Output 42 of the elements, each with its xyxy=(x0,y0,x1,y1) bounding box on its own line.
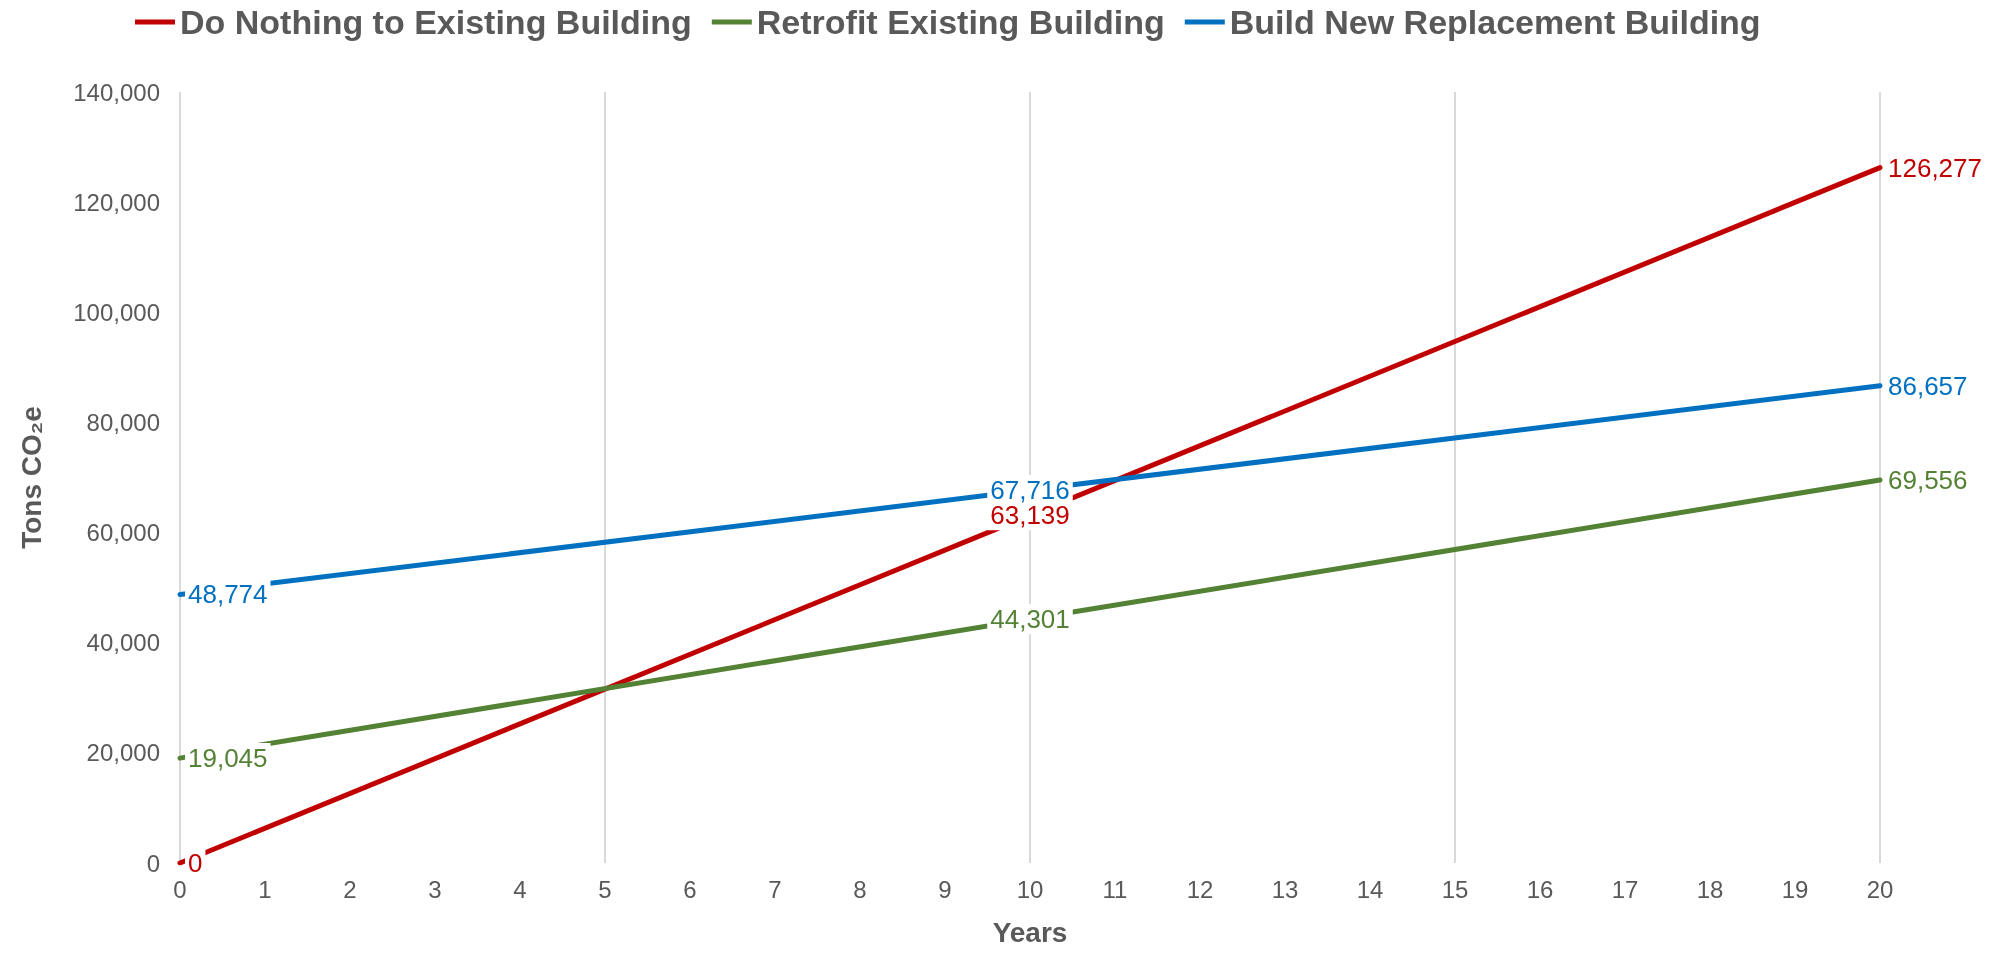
x-tick-label: 7 xyxy=(768,875,782,903)
x-tick-label: 8 xyxy=(853,875,867,903)
data-label: 126,277 xyxy=(1888,152,1982,183)
x-tick-label: 4 xyxy=(513,875,527,903)
x-axis-title: Years xyxy=(992,916,1068,948)
y-tick-label: 60,000 xyxy=(86,519,160,547)
x-tick-label: 14 xyxy=(1356,875,1384,903)
y-tick-label: 140,000 xyxy=(73,78,160,106)
x-tick-label: 2 xyxy=(343,875,357,903)
y-tick-label: 80,000 xyxy=(86,408,160,436)
x-tick-label: 19 xyxy=(1781,875,1809,903)
x-tick-label: 18 xyxy=(1696,875,1724,903)
x-tick-label: 13 xyxy=(1271,875,1299,903)
x-tick-label: 9 xyxy=(938,875,952,903)
legend-label: Build New Replacement Building xyxy=(1229,3,1761,41)
x-tick-label: 17 xyxy=(1611,875,1639,903)
x-tick-label: 3 xyxy=(428,875,442,903)
data-label: 67,716 xyxy=(990,475,1070,506)
data-label: 48,774 xyxy=(188,579,268,610)
legend-label: Do Nothing to Existing Building xyxy=(180,3,692,41)
data-label: 19,045 xyxy=(188,743,268,774)
y-tick-label: 20,000 xyxy=(86,739,160,767)
x-tick-label: 6 xyxy=(683,875,697,903)
y-tick-label: 120,000 xyxy=(73,188,160,216)
x-tick-label: 0 xyxy=(173,875,187,903)
x-tick-label: 20 xyxy=(1866,875,1894,903)
legend-label: Retrofit Existing Building xyxy=(756,3,1165,41)
y-tick-label: 40,000 xyxy=(86,629,160,657)
x-tick-label: 12 xyxy=(1186,875,1214,903)
data-label: 86,657 xyxy=(1888,370,1968,401)
y-tick-label: 0 xyxy=(146,849,160,877)
x-tick-label: 11 xyxy=(1102,875,1128,903)
x-tick-label: 10 xyxy=(1016,875,1044,903)
x-tick-label: 1 xyxy=(258,875,272,903)
y-axis-title: Tons CO₂e xyxy=(15,406,47,549)
data-label: 44,301 xyxy=(990,604,1070,635)
data-label: 0 xyxy=(188,848,203,878)
x-tick-label: 16 xyxy=(1526,875,1554,903)
x-tick-label: 15 xyxy=(1441,875,1469,903)
x-tick-label: 5 xyxy=(598,875,612,903)
y-tick-label: 100,000 xyxy=(73,298,160,326)
data-label: 69,556 xyxy=(1888,464,1968,495)
